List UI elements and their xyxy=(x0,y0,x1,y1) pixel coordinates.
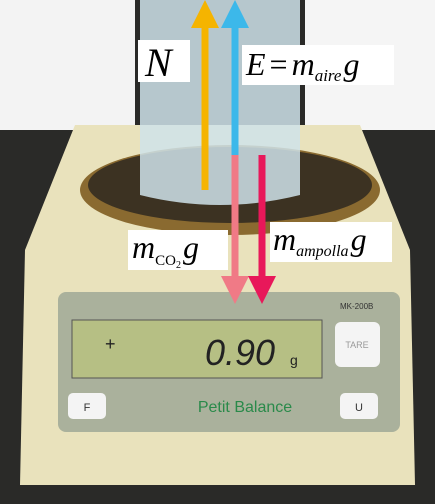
gravity: g xyxy=(343,46,359,82)
u-label: U xyxy=(355,402,363,414)
bottle xyxy=(140,0,300,205)
mass: m xyxy=(292,46,315,82)
normal-label: N xyxy=(144,40,174,85)
subscript: aire xyxy=(315,66,342,85)
subscript-index: 2 xyxy=(176,260,181,271)
lcd-unit: g xyxy=(290,352,298,368)
mass: m xyxy=(273,221,296,257)
mass: m xyxy=(132,229,155,265)
tare-label: TARE xyxy=(345,340,368,350)
lcd-reading: 0.90 xyxy=(205,332,275,373)
brand-label: Petit Balance xyxy=(198,399,292,416)
wall xyxy=(0,0,135,130)
scene: MK-200B + 0.90 g TARE F U Petit Balance … xyxy=(0,0,435,504)
model-label: MK-200B xyxy=(340,302,373,311)
f-label: F xyxy=(84,402,91,414)
lcd-sign: + xyxy=(105,334,116,354)
subscript: ampolla xyxy=(296,243,348,260)
gravity: g xyxy=(183,229,199,265)
gravity: g xyxy=(351,221,367,257)
symbol: E xyxy=(245,46,266,82)
subscript: CO xyxy=(155,253,176,269)
equals: = xyxy=(270,46,288,82)
